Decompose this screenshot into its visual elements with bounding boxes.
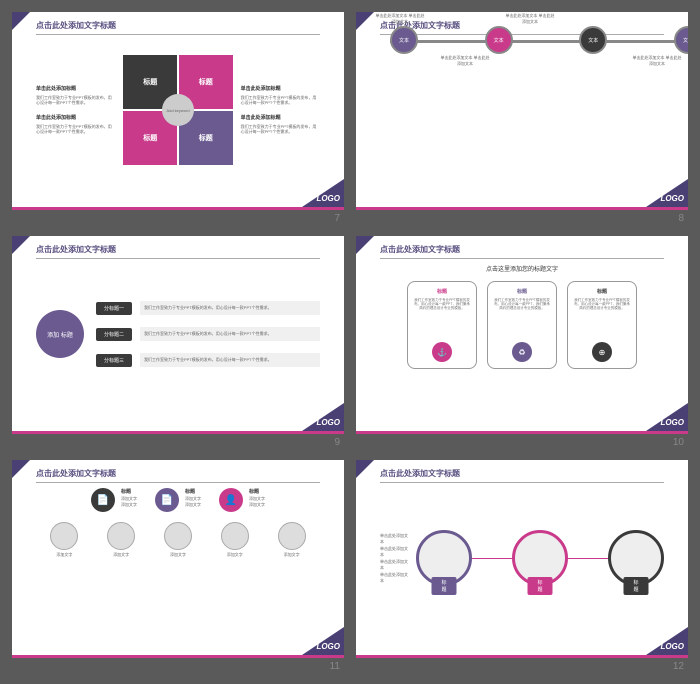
- node-label: 单击此处添加文本 单击此处添加文本: [505, 13, 555, 25]
- slide-10: 点击此处添加文字标题 点击这里添加您的标题文字 标题我们工作室致力于专业PPT模…: [356, 236, 688, 434]
- connector: [472, 558, 512, 559]
- node-3: 文本: [579, 26, 607, 54]
- document-icon: 📄: [155, 488, 179, 512]
- icon-col-1: 📄标题添加文字添加文字: [91, 488, 137, 512]
- recycle-icon: ♻: [512, 342, 532, 362]
- node-label: 单击此处添加文本 单击此处添加文本: [375, 13, 425, 25]
- slide-10-content: 点击这里添加您的标题文字 标题我们工作室致力于专业PPT模板的发布，用心设计每一…: [380, 264, 664, 404]
- left-labels: 单击此处添加文本单击此处添加文本单击此处添加文本单击此处添加文本: [380, 533, 410, 584]
- avatar-1: 添加文字: [50, 522, 78, 558]
- center-circle: Add keyword: [162, 94, 194, 126]
- bottom-bar: [12, 431, 344, 434]
- title-underline: [36, 258, 320, 259]
- branch-1: 分标题一我们工作室致力于专业PPT模板的发布，用心设计每一款PPT个性需求。: [96, 301, 320, 315]
- page-number: 7: [12, 213, 344, 224]
- branch-2: 分标题二我们工作室致力于专业PPT模板的发布，用心设计每一款PPT个性需求。: [96, 327, 320, 341]
- avatar-2: 添加文字: [107, 522, 135, 558]
- bottom-bar: [356, 655, 688, 658]
- corner-decoration: [12, 236, 30, 254]
- node-4: 文本: [674, 26, 688, 54]
- slide-11-content: 📄标题添加文字添加文字 📄标题添加文字添加文字 👤标题添加文字添加文字 添加文字…: [36, 488, 320, 628]
- avatar-5: 添加文字: [278, 522, 306, 558]
- slide-7-boxes: 标题 标题 标题 标题 Add keyword: [123, 55, 232, 165]
- slide-12-content: 单击此处添加文本单击此处添加文本单击此处添加文本单击此处添加文本 标题 标题 标…: [380, 488, 664, 628]
- avatar-4: 添加文字: [221, 522, 249, 558]
- corner-decoration: [12, 12, 30, 30]
- slide-title: 点击此处添加文字标题: [36, 244, 116, 255]
- slide-10-wrap: 点击此处添加文字标题 点击这里添加您的标题文字 标题我们工作室致力于专业PPT模…: [356, 236, 688, 448]
- logo-text: LOGO: [316, 642, 340, 651]
- slide-11: 点击此处添加文字标题 📄标题添加文字添加文字 📄标题添加文字添加文字 👤标题添加…: [12, 460, 344, 658]
- branch-items: 分标题一我们工作室致力于专业PPT模板的发布，用心设计每一款PPT个性需求。 分…: [96, 301, 320, 367]
- slide-title: 点击此处添加文字标题: [36, 468, 116, 479]
- circles-row: 标题 标题 标题: [416, 530, 664, 586]
- icon-col-3: 👤标题添加文字添加文字: [219, 488, 265, 512]
- avatar-3: 添加文字: [164, 522, 192, 558]
- top-icons: 📄标题添加文字添加文字 📄标题添加文字添加文字 👤标题添加文字添加文字: [36, 488, 320, 512]
- corner-decoration: [356, 236, 374, 254]
- corner-decoration: [12, 460, 30, 478]
- circle-2: 标题: [512, 530, 568, 586]
- card-2: 标题我们工作室致力于专业PPT模板的发布，用心设计每一款PPT，我们秉承简约的理…: [487, 281, 557, 369]
- slide-7: 点击此处添加文字标题 单击此处添加标题我们工作室致力于专业PPT模板的发布，用心…: [12, 12, 344, 210]
- slide-title: 点击此处添加文字标题: [380, 468, 460, 479]
- slide-9: 点击此处添加文字标题 添加 标题 分标题一我们工作室致力于专业PPT模板的发布，…: [12, 236, 344, 434]
- node-2: 文本: [485, 26, 513, 54]
- logo-text: LOGO: [660, 642, 684, 651]
- slides-grid: 点击此处添加文字标题 单击此处添加标题我们工作室致力于专业PPT模板的发布，用心…: [12, 12, 688, 672]
- node-label: 单击此处添加文本 单击此处添加文本: [440, 55, 490, 67]
- cards-row: 标题我们工作室致力于专业PPT模板的发布，用心设计每一款PPT，我们秉承简约的理…: [380, 281, 664, 369]
- connector: [568, 558, 608, 559]
- page-number: 12: [356, 661, 688, 672]
- page-number: 8: [356, 213, 688, 224]
- document-icon: 📄: [91, 488, 115, 512]
- person-icon: 👤: [219, 488, 243, 512]
- title-underline: [36, 482, 320, 483]
- bottom-bar: [356, 431, 688, 434]
- bottom-bar: [12, 655, 344, 658]
- slide-9-wrap: 点击此处添加文字标题 添加 标题 分标题一我们工作室致力于专业PPT模板的发布，…: [12, 236, 344, 448]
- slide-8-wrap: 点击此处添加文字标题 文本 文本 文本 文本 单击此处添加文本 单击此处添加文本…: [356, 12, 688, 224]
- logo-text: LOGO: [660, 418, 684, 427]
- slide-12-wrap: 点击此处添加文字标题 单击此处添加文本单击此处添加文本单击此处添加文本单击此处添…: [356, 460, 688, 672]
- slide-7-content: 单击此处添加标题我们工作室致力于专业PPT模板的发布，用心设计每一款PPT个性需…: [36, 40, 320, 180]
- title-underline: [36, 34, 320, 35]
- slide-11-wrap: 点击此处添加文字标题 📄标题添加文字添加文字 📄标题添加文字添加文字 👤标题添加…: [12, 460, 344, 672]
- plus-icon: ⊕: [592, 342, 612, 362]
- node-1: 文本: [390, 26, 418, 54]
- branch-3: 分标题三我们工作室致力于专业PPT模板的发布，用心设计每一款PPT个性需求。: [96, 353, 320, 367]
- page-number: 9: [12, 437, 344, 448]
- logo-text: LOGO: [316, 418, 340, 427]
- node-label: 单击此处添加文本 单击此处添加文本: [632, 55, 682, 67]
- bottom-bar: [356, 207, 688, 210]
- card-3: 标题我们工作室致力于专业PPT模板的发布，用心设计每一款PPT，我们秉承简约的理…: [567, 281, 637, 369]
- title-underline: [380, 482, 664, 483]
- bottom-bar: [12, 207, 344, 210]
- slide-title: 点击此处添加文字标题: [36, 20, 116, 31]
- slide-8: 点击此处添加文字标题 文本 文本 文本 文本 单击此处添加文本 单击此处添加文本…: [356, 12, 688, 210]
- circle-1: 标题: [416, 530, 472, 586]
- anchor-icon: ⚓: [432, 342, 452, 362]
- page-number: 11: [12, 661, 344, 672]
- timeline-nodes: 文本 文本 文本 文本: [390, 26, 688, 54]
- title-underline: [380, 258, 664, 259]
- slide-7-right-text: 单击此处添加标题我们工作室致力于专业PPT模板的发布，用心设计每一款PPT个性需…: [241, 86, 320, 134]
- page-number: 10: [356, 437, 688, 448]
- icon-col-2: 📄标题添加文字添加文字: [155, 488, 201, 512]
- slide-7-wrap: 点击此处添加文字标题 单击此处添加标题我们工作室致力于专业PPT模板的发布，用心…: [12, 12, 344, 224]
- avatars-row: 添加文字 添加文字 添加文字 添加文字 添加文字: [36, 522, 320, 558]
- slide-9-content: 添加 标题 分标题一我们工作室致力于专业PPT模板的发布，用心设计每一款PPT个…: [36, 264, 320, 404]
- logo-text: LOGO: [316, 194, 340, 203]
- slide-12: 点击此处添加文字标题 单击此处添加文本单击此处添加文本单击此处添加文本单击此处添…: [356, 460, 688, 658]
- corner-decoration: [356, 12, 374, 30]
- logo-text: LOGO: [660, 194, 684, 203]
- circle-3: 标题: [608, 530, 664, 586]
- subtitle: 点击这里添加您的标题文字: [380, 264, 664, 273]
- slide-title: 点击此处添加文字标题: [380, 244, 460, 255]
- slide-7-left-text: 单击此处添加标题我们工作室致力于专业PPT模板的发布，用心设计每一款PPT个性需…: [36, 86, 115, 134]
- card-1: 标题我们工作室致力于专业PPT模板的发布，用心设计每一款PPT，我们秉承简约的理…: [407, 281, 477, 369]
- corner-decoration: [356, 460, 374, 478]
- root-node: 添加 标题: [36, 310, 84, 358]
